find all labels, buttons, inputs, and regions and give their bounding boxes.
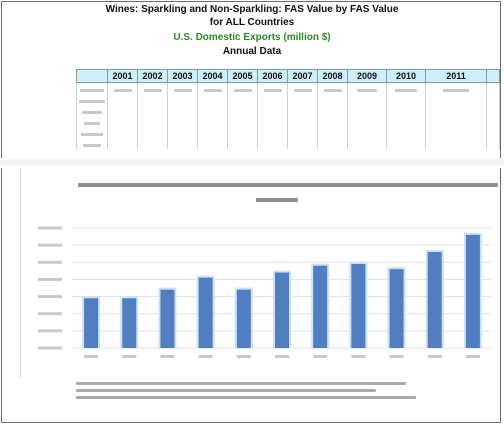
bar — [351, 264, 366, 348]
bar — [122, 298, 137, 348]
table-corner-cell — [76, 69, 108, 83]
x-tick-label-blurred — [236, 355, 251, 358]
bar — [389, 269, 404, 348]
y-tick-label-blurred — [38, 277, 62, 281]
table-header-row: 2001 2002 2003 2004 2005 2006 2007 2008 … — [76, 69, 500, 83]
bar — [465, 234, 480, 348]
y-tick-label-blurred — [38, 312, 62, 316]
footnote-blurred — [76, 396, 416, 399]
bar — [313, 265, 328, 348]
x-tick-label-blurred — [160, 355, 175, 358]
bar — [198, 277, 213, 348]
cell-blurred — [486, 82, 500, 94]
year-header: 2010 — [386, 69, 426, 83]
year-header: 2011 — [425, 69, 487, 83]
chart-title-blurred — [78, 183, 498, 187]
table-edge-cell — [486, 69, 500, 83]
page-separator — [0, 158, 504, 168]
table-row — [76, 127, 500, 138]
report-frequency: Annual Data — [222, 46, 282, 57]
footnote-blurred — [76, 382, 406, 385]
year-header: 2008 — [317, 69, 348, 83]
x-tick-label-blurred — [427, 355, 442, 358]
table-row — [76, 116, 500, 127]
bar — [84, 298, 99, 348]
report-subtitle: U.S. Domestic Exports (million $) — [173, 32, 331, 43]
y-tick-label-blurred — [38, 295, 62, 299]
chart-panel — [20, 168, 502, 378]
y-tick-label-blurred — [38, 243, 62, 247]
year-header: 2007 — [287, 69, 318, 83]
data-table: 2001 2002 2003 2004 2005 2006 2007 2008 … — [76, 69, 500, 149]
table-row — [76, 94, 500, 105]
x-tick-label-blurred — [122, 355, 137, 358]
year-header: 2005 — [227, 69, 258, 83]
x-tick-label-blurred — [351, 355, 366, 358]
y-tick-label-blurred — [38, 260, 62, 264]
x-tick-label-blurred — [84, 355, 99, 358]
bar — [160, 289, 175, 348]
bar — [275, 272, 289, 348]
year-header: 2002 — [137, 69, 168, 83]
x-tick-label-blurred — [389, 355, 404, 358]
year-header: 2003 — [167, 69, 198, 83]
y-tick-label-blurred — [38, 226, 62, 230]
y-tick-label-blurred — [38, 346, 62, 350]
x-tick-label-blurred — [465, 355, 480, 358]
year-header: 2001 — [107, 69, 138, 83]
footnote-blurred — [76, 389, 376, 392]
x-tick-label-blurred — [275, 355, 289, 358]
x-tick-label-blurred — [313, 355, 328, 358]
x-tick-label-blurred — [198, 355, 213, 358]
bar — [427, 252, 442, 348]
year-header: 2006 — [257, 69, 288, 83]
report-scope: for ALL Countries — [209, 17, 295, 28]
report-title: Wines: Sparkling and Non-Sparkling: FAS … — [105, 4, 399, 15]
table-row — [76, 105, 500, 116]
table-row — [76, 138, 500, 149]
year-header: 2009 — [347, 69, 387, 83]
y-tick-label-blurred — [38, 329, 62, 333]
table-row — [76, 82, 500, 94]
chart-title-blurred-line2 — [256, 198, 298, 202]
bar — [236, 289, 251, 348]
